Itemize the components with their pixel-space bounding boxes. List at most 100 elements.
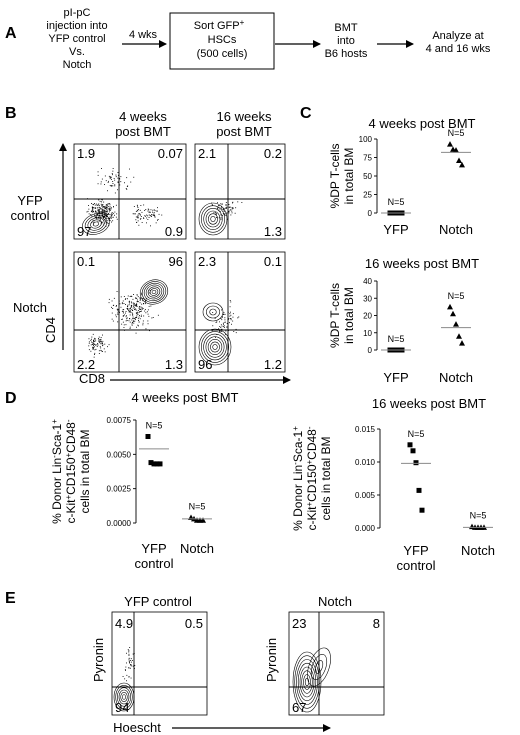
event-dot [97, 343, 99, 345]
event-dot [104, 184, 105, 185]
event-dot [123, 309, 125, 310]
event-dot [219, 321, 220, 323]
event-dot [152, 215, 154, 216]
event-dot [93, 343, 95, 344]
row-label: YFP [17, 193, 42, 208]
contour-line [198, 328, 232, 366]
event-dot [157, 207, 158, 209]
event-dot [99, 207, 101, 209]
event-dot [110, 185, 112, 187]
event-dot [117, 310, 119, 312]
event-dot [154, 215, 156, 217]
event-dot [133, 206, 135, 207]
x-category-label: YFP [383, 370, 408, 385]
event-dot [148, 217, 150, 218]
event-dot [132, 653, 134, 655]
event-dot [100, 218, 101, 220]
event-dot [108, 211, 110, 213]
event-dot [212, 312, 214, 313]
event-dot [126, 674, 128, 676]
event-dot [139, 297, 141, 299]
y-axis-label: %DP T-cellsin total BM [328, 144, 356, 209]
y-label-line: % Donor Lin-Sca-1+ [291, 426, 306, 531]
y-tick-label: 25 [363, 191, 372, 200]
event-dot [116, 218, 118, 220]
event-dot [140, 216, 142, 217]
event-dot [96, 218, 97, 220]
event-dot [101, 201, 102, 203]
event-dot [98, 340, 100, 342]
column-header: post BMT [216, 124, 272, 139]
contour-line [208, 213, 219, 225]
event-dot [128, 658, 130, 660]
event-dot [96, 204, 98, 206]
event-dot [119, 178, 121, 180]
event-dot [124, 182, 125, 184]
event-dot [87, 210, 89, 212]
event-dot [102, 210, 104, 212]
event-dot [103, 348, 105, 350]
event-dot [100, 337, 102, 338]
event-dot [102, 334, 103, 336]
event-dot [94, 349, 96, 351]
event-dot [112, 308, 114, 309]
data-point [200, 517, 206, 523]
event-dot [230, 209, 232, 211]
event-dot [212, 325, 214, 327]
event-dot [101, 211, 103, 213]
event-dot [88, 345, 90, 347]
y-label-line: % Donor Lin-Sca-1+ [50, 419, 65, 524]
event-dot [214, 317, 216, 319]
y-tick-label: 0.0025 [107, 485, 132, 494]
event-dot [102, 210, 103, 212]
event-dot [112, 216, 114, 218]
contour-line [297, 662, 317, 702]
y-label-line: cells in total BM [319, 436, 333, 520]
event-dot [132, 312, 133, 314]
event-dot [91, 341, 92, 343]
event-dot [125, 316, 127, 318]
event-dot [97, 344, 99, 346]
event-dot [119, 303, 121, 305]
event-dot [98, 213, 100, 215]
event-dot [132, 322, 133, 324]
event-dot [131, 324, 133, 326]
quadrant-value: 1.3 [165, 357, 183, 372]
chart-title: 16 weeks post BMT [365, 256, 479, 271]
event-dot [133, 307, 135, 309]
event-dot [88, 205, 89, 206]
event-dot [111, 221, 112, 223]
event-dot [117, 181, 119, 183]
event-dot [157, 314, 159, 316]
flow-plot-b: 2.1 0.2 1.3 [194, 143, 286, 240]
event-dot [132, 314, 134, 316]
event-dot [132, 302, 134, 304]
quadrant-value: 1.9 [77, 146, 95, 161]
event-dot [97, 213, 99, 215]
event-dot [222, 207, 224, 209]
event-dot [104, 222, 105, 224]
event-dot [113, 297, 115, 299]
event-dot [141, 211, 143, 213]
event-dot [107, 346, 108, 348]
y-label-line: cells in total BM [78, 429, 92, 513]
event-dot [104, 343, 106, 345]
event-dot [109, 203, 111, 204]
event-dot [102, 212, 104, 214]
event-dot [101, 168, 102, 169]
event-dot [135, 297, 137, 299]
event-dot [92, 209, 93, 211]
flow-plot-e: 4.9 0.5 94 [111, 611, 208, 716]
event-dot [126, 186, 128, 187]
event-dot [103, 206, 105, 207]
event-dot [223, 209, 225, 211]
event-dot [230, 318, 231, 320]
event-dot [225, 333, 226, 335]
panel-a: A pI-pC injection into YFP control Vs. N… [5, 7, 491, 71]
event-dot [107, 190, 108, 192]
event-dot [112, 174, 113, 176]
event-dot [93, 356, 95, 358]
x-category-label: control [134, 556, 173, 571]
data-point [419, 507, 425, 513]
